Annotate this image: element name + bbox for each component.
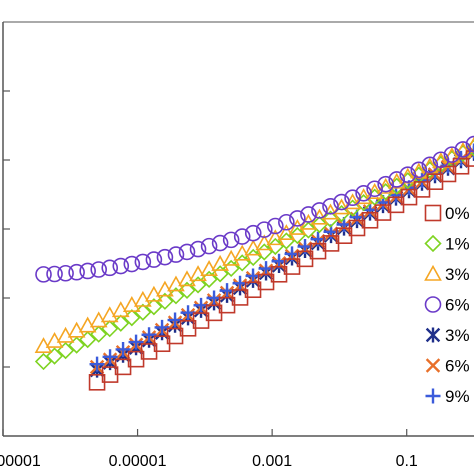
circle-marker	[424, 296, 442, 313]
diamond-marker	[45, 347, 64, 365]
x-tick-label: 0.00001	[109, 453, 167, 470]
legend-label: 3%	[445, 265, 470, 284]
plus-marker	[115, 341, 131, 357]
x-tick-label: 0.001	[252, 453, 292, 470]
axes	[2, 21, 474, 437]
circle-marker	[443, 146, 461, 163]
circle-marker	[311, 202, 328, 219]
circle-marker	[421, 156, 439, 174]
circle-marker	[211, 234, 229, 252]
circle-marker	[46, 265, 63, 283]
legend-label: 6%	[445, 357, 470, 376]
circle-marker	[244, 224, 262, 242]
star-marker	[425, 327, 441, 343]
plus-marker	[154, 319, 170, 335]
plus-marker	[89, 356, 105, 372]
legend-label: 9%	[445, 387, 470, 406]
circle-marker	[57, 264, 74, 282]
circle-marker	[233, 228, 251, 245]
square-marker	[465, 150, 474, 167]
series-0	[88, 150, 474, 391]
circle-marker	[189, 240, 207, 258]
circle-marker	[156, 248, 174, 266]
circle-marker	[145, 251, 163, 268]
circle-marker	[101, 259, 119, 277]
diamond-marker	[321, 210, 340, 228]
legend: 0% 1% 3% 6% 3% 6% 9%	[424, 201, 474, 408]
x-tick-label: 0.0000001	[0, 453, 41, 470]
diamond-marker	[34, 352, 53, 371]
circle-marker	[388, 171, 406, 188]
legend-label: 1%	[445, 235, 470, 254]
triangle-marker	[465, 136, 474, 153]
triangle-marker	[424, 264, 442, 281]
diamond-marker	[310, 215, 329, 234]
circle-marker	[465, 135, 474, 153]
circle-marker	[68, 263, 85, 281]
circle-marker	[167, 246, 185, 263]
circle-marker	[123, 255, 141, 273]
circle-marker	[178, 243, 196, 261]
circle-marker	[35, 266, 52, 283]
circle-marker	[366, 180, 383, 198]
circle-marker	[432, 151, 450, 169]
circle-marker	[222, 231, 240, 249]
series-3	[35, 135, 474, 283]
data-marks	[34, 135, 474, 391]
circle-marker	[134, 253, 152, 271]
plus-marker	[141, 327, 157, 343]
square-marker	[424, 204, 442, 222]
circle-marker	[79, 262, 96, 280]
circle-marker	[399, 166, 417, 183]
diamond-marker	[299, 221, 318, 239]
circle-marker	[344, 189, 361, 207]
legend-label: 0%	[445, 204, 470, 223]
circle-marker	[454, 141, 472, 158]
legend-label: 6%	[445, 296, 470, 315]
circle-marker	[355, 184, 372, 202]
diamond-marker	[288, 226, 307, 245]
circle-marker	[278, 213, 295, 231]
diamond-marker	[56, 341, 75, 360]
plus-marker	[425, 388, 441, 404]
plus-marker	[128, 334, 144, 350]
circle-marker	[410, 161, 428, 179]
diamond-marker	[424, 234, 442, 253]
circle-marker	[322, 197, 339, 215]
plus-marker	[102, 349, 118, 365]
x-marker	[425, 358, 441, 373]
x-tick-label: 0.1	[396, 453, 418, 470]
circle-marker	[267, 217, 284, 235]
legend-label: 3%	[445, 326, 470, 345]
circle-marker	[90, 261, 108, 278]
circle-marker	[377, 175, 394, 193]
circle-marker	[333, 193, 350, 211]
circle-marker	[200, 237, 218, 255]
circle-marker	[300, 206, 317, 223]
circle-marker	[112, 257, 130, 275]
circle-marker	[255, 221, 273, 238]
circle-marker	[289, 210, 306, 227]
x-tick-labels: 0.0000001 0.00001 0.001 0.1	[0, 453, 418, 470]
